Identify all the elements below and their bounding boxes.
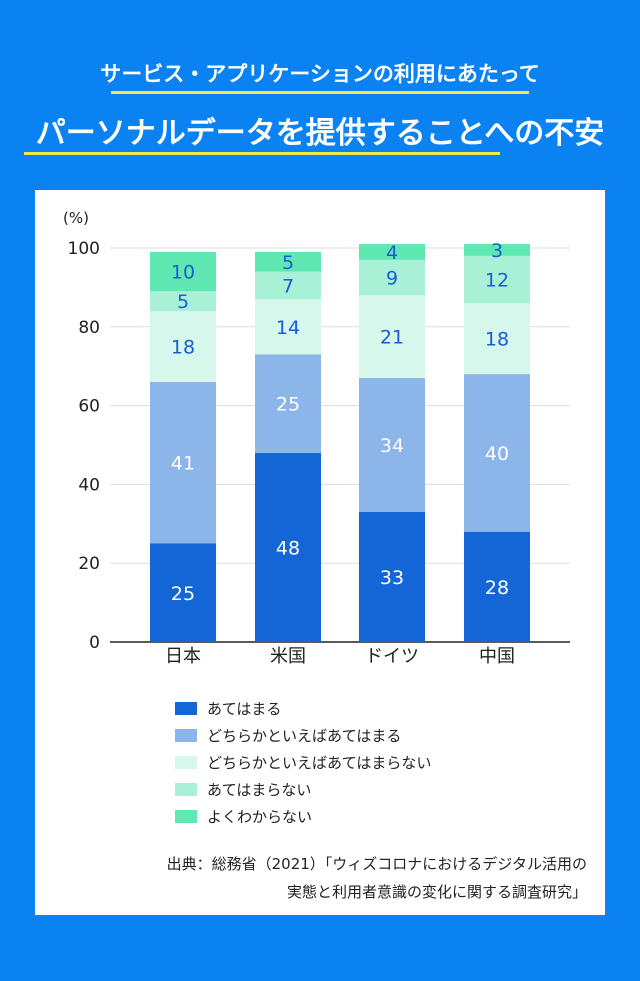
legend-swatch xyxy=(175,756,197,769)
data-label: 25 xyxy=(276,394,300,416)
stacked-bar-chart: (%)020406080100254118510日本48251475米国3334… xyxy=(63,209,570,667)
x-tick-label: 中国 xyxy=(479,646,515,667)
data-label: 3 xyxy=(491,240,503,262)
y-tick-label: 0 xyxy=(89,633,100,653)
data-label: 5 xyxy=(177,291,189,313)
y-tick-label: 60 xyxy=(78,397,100,417)
bar-segment xyxy=(464,303,530,375)
bar-segment xyxy=(255,271,321,300)
data-label: 48 xyxy=(276,537,300,559)
data-label: 34 xyxy=(380,435,404,457)
data-label: 33 xyxy=(380,567,404,589)
legend-item: よくわからない xyxy=(175,803,431,830)
bar-segment xyxy=(150,291,216,312)
data-label: 40 xyxy=(485,443,509,465)
legend-label: どちらかといえばあてはまる xyxy=(207,727,402,745)
data-label: 9 xyxy=(386,268,398,290)
data-label: 21 xyxy=(380,327,404,349)
bar-segment xyxy=(255,299,321,355)
bar-segment xyxy=(464,531,530,642)
bar-segment xyxy=(255,452,321,642)
page-title: パーソナルデータを提供することへの不安 xyxy=(35,116,605,151)
y-tick-label: 80 xyxy=(78,318,100,338)
subtitle: サービス・アプリケーションの利用にあたって xyxy=(100,62,540,86)
bar-segment xyxy=(464,255,530,304)
legend-item: あてはまる xyxy=(175,695,431,722)
bar-segment xyxy=(359,511,425,642)
bar-segment xyxy=(359,259,425,296)
bar-segment xyxy=(150,543,216,642)
legend-label: どちらかといえばあてはまらない xyxy=(207,754,432,772)
legend-swatch xyxy=(175,729,197,742)
data-label: 12 xyxy=(485,270,509,292)
bar-segment xyxy=(359,378,425,512)
data-label: 7 xyxy=(282,275,294,297)
data-label: 28 xyxy=(485,577,509,599)
bar-segment xyxy=(464,244,530,256)
source-note: 出典：総務省（2021）「ウィズコロナにおけるデジタル活用の 実態と利用者意識の… xyxy=(167,850,587,906)
bar-segment xyxy=(150,311,216,382)
data-label: 10 xyxy=(171,262,195,284)
y-tick-label: 40 xyxy=(78,475,100,495)
data-label: 4 xyxy=(386,242,398,264)
data-label: 5 xyxy=(282,252,294,274)
legend-swatch xyxy=(175,810,197,823)
data-label: 41 xyxy=(171,453,195,475)
subtitle-underline xyxy=(111,91,529,94)
title-underline xyxy=(24,152,500,155)
y-tick-label: 100 xyxy=(68,239,100,259)
legend-item: どちらかといえばあてはまる xyxy=(175,722,431,749)
bar-segment xyxy=(150,381,216,544)
legend-label: よくわからない xyxy=(207,808,313,826)
x-tick-label: 米国 xyxy=(270,646,306,667)
legend-swatch xyxy=(175,702,197,715)
legend-label: あてはまらない xyxy=(207,781,312,799)
legend-item: あてはまらない xyxy=(175,776,431,803)
x-tick-label: ドイツ xyxy=(365,646,419,667)
data-label: 18 xyxy=(485,329,509,351)
data-label: 25 xyxy=(171,583,195,605)
chart-panel: (%) 0 20 40 60 80 100 25 41 18 5 10 日本 48 25 14 7 5 米国 33 34… xyxy=(35,190,605,915)
data-label: 14 xyxy=(276,317,300,339)
source-line-1: 出典：総務省（2021）「ウィズコロナにおけるデジタル活用の xyxy=(166,855,587,873)
bar-segment xyxy=(359,295,425,379)
bar-segment xyxy=(464,374,530,532)
bar-segment xyxy=(359,244,425,260)
bar-segment xyxy=(150,251,216,292)
y-tick-label: 20 xyxy=(78,554,100,574)
source-line-2: 実態と利用者意識の変化に関する調査研究」 xyxy=(286,883,587,901)
bar-segment xyxy=(255,251,321,272)
x-tick-label: 日本 xyxy=(165,646,201,667)
legend: あてはまるどちらかといえばあてはまるどちらかといえばあてはまらない あてはまらない… xyxy=(175,695,431,830)
data-label: 18 xyxy=(171,337,195,359)
legend-swatch xyxy=(175,783,197,796)
y-axis-label: (%) xyxy=(63,209,89,227)
legend-item: どちらかといえばあてはまらない xyxy=(175,749,431,776)
bar-segment xyxy=(255,354,321,453)
legend-label: あてはまる xyxy=(207,700,282,718)
